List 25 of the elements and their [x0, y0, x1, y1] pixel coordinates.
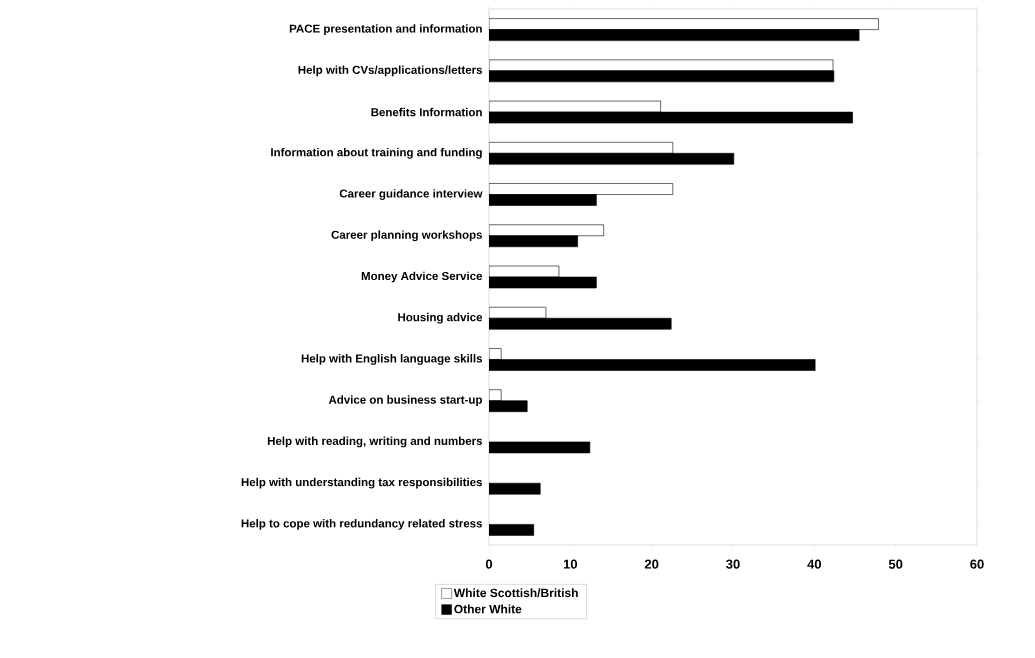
y-tick-label: Help with understanding tax responsibilities [241, 477, 483, 489]
bar [489, 441, 591, 454]
legend-label: White Scottish/British [453, 588, 578, 598]
y-tick-label: Help with English language skills [301, 354, 483, 365]
x-tick-label: 40 [807, 559, 822, 569]
x-tick-label: 20 [644, 559, 659, 569]
x-tick-label: 60 [970, 559, 984, 569]
y-tick-label: Help to cope with redundancy related stress [241, 519, 482, 530]
y-tick-label: Advice on business start-up [328, 395, 482, 407]
y-tick-label: Career planning workshops [331, 230, 482, 242]
x-tick-label: 30 [726, 559, 740, 569]
legend-label: Other White [454, 604, 522, 614]
bar [489, 482, 541, 495]
y-tick-label: Money Advice Service [361, 271, 483, 283]
y-tick-label: Housing advice [398, 312, 483, 324]
y-tick-label: Help with reading, writing and numbers [267, 436, 483, 448]
x-tick-label: 10 [563, 559, 578, 569]
x-tick-label: 50 [888, 559, 903, 569]
y-tick-label: Help with CVs/applications/letters [298, 65, 483, 77]
y-tick-label: Benefits Information [371, 107, 482, 117]
y-tick-label: PACE presentation and information [289, 24, 482, 35]
bar [489, 524, 535, 536]
y-tick-label: Career guidance interview [339, 189, 483, 200]
x-tick-label: 0 [485, 559, 493, 569]
y-tick-label: Information about training and funding [271, 147, 482, 159]
